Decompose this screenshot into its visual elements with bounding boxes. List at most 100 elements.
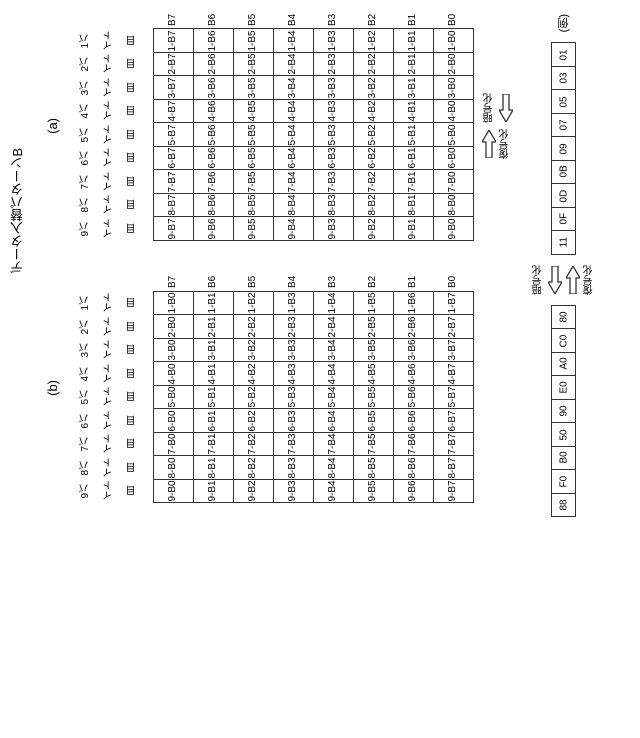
bit-cell: 4-B6 — [193, 99, 233, 123]
col-header: B7 — [153, 273, 193, 291]
row-label: 8バイト目 — [74, 193, 145, 217]
bit-cell: 1-B2 — [233, 291, 273, 315]
bit-cell: 3-B0 — [433, 76, 473, 100]
bit-cell: 3-B2 — [353, 76, 393, 100]
col-header: B0 — [433, 11, 473, 29]
bit-cell: 4-B1 — [393, 99, 433, 123]
bit-cell: 5-B7 — [153, 123, 193, 147]
bit-cell: 2-B5 — [233, 52, 273, 76]
block-a: (a) 1バイト目 2バイト目 3バイト目 4バイト目 5バイト目 6バイト目 … — [45, 8, 513, 243]
example-cell: 01 — [552, 43, 576, 67]
bit-cell: 4-B1 — [193, 362, 233, 386]
example-cell: 0B — [552, 160, 576, 184]
bit-cell: 4-B4 — [273, 99, 313, 123]
bit-cell: 5-B0 — [433, 123, 473, 147]
bit-cell: 3-B7 — [433, 338, 473, 362]
bit-cell: 4-B6 — [393, 362, 433, 386]
bit-cell: 1-B4 — [313, 291, 353, 315]
row-label: 2バイト目 — [74, 315, 145, 339]
bit-cell: 9-B6 — [393, 479, 433, 503]
encrypt-label: 暗号化 — [482, 93, 497, 123]
bit-cell: 3-B7 — [153, 76, 193, 100]
bit-cell: 8-B6 — [393, 456, 433, 480]
bit-cell: 6-B3 — [273, 409, 313, 433]
bit-cell: 8-B2 — [233, 456, 273, 480]
bit-cell: 9-B3 — [313, 217, 353, 241]
bit-cell: 7-B2 — [233, 432, 273, 456]
bit-cell: 4-B0 — [153, 362, 193, 386]
bit-cell: 7-B7 — [433, 432, 473, 456]
row-label: 1バイト目 — [74, 291, 145, 315]
bit-cell: 6-B1 — [193, 409, 233, 433]
bit-cell: 8-B5 — [233, 193, 273, 217]
bit-cell: 8-B5 — [353, 456, 393, 480]
bit-cell: 5-B5 — [353, 385, 393, 409]
bit-cell: 8-B0 — [433, 193, 473, 217]
bit-cell: 4-B0 — [433, 99, 473, 123]
bit-cell: 9-B4 — [273, 217, 313, 241]
bit-cell: 4-B7 — [153, 99, 193, 123]
bit-cell: 6-B2 — [233, 409, 273, 433]
bit-cell: 2-B1 — [393, 52, 433, 76]
example-cell: 0D — [552, 184, 576, 208]
section-label-b: (b) — [45, 380, 60, 396]
bit-cell: 5-B6 — [193, 123, 233, 147]
row-label: 3バイト目 — [74, 338, 145, 362]
bit-cell: 5-B4 — [273, 123, 313, 147]
example-cell: 90 — [552, 399, 576, 423]
bit-cell: 1-B5 — [353, 291, 393, 315]
arrow-down-icon — [548, 266, 562, 294]
example-cell: 80 — [552, 305, 576, 329]
bit-cell: 2-B3 — [313, 52, 353, 76]
bit-cell: 2-B1 — [193, 315, 233, 339]
bit-cell: 5-B6 — [393, 385, 433, 409]
bit-cell: 2-B3 — [273, 315, 313, 339]
col-header: B4 — [273, 273, 313, 291]
bit-cell: 5-B0 — [153, 385, 193, 409]
example-cell: 03 — [552, 66, 576, 90]
bit-cell: 5-B3 — [313, 123, 353, 147]
bit-cell: 2-B0 — [433, 52, 473, 76]
example-cell: F0 — [552, 470, 576, 494]
bit-cell: 1-B7 — [153, 29, 193, 53]
col-header: B3 — [313, 273, 353, 291]
bit-cell: 7-B5 — [233, 170, 273, 194]
bit-cell: 7-B4 — [273, 170, 313, 194]
bit-cell: 5-B7 — [433, 385, 473, 409]
bit-cell: 3-B2 — [233, 338, 273, 362]
encrypt-arrow: 暗号化 — [482, 93, 513, 123]
bit-cell: 5-B1 — [393, 123, 433, 147]
example-cell: 05 — [552, 90, 576, 114]
bit-cell: 9-B3 — [273, 479, 313, 503]
bit-cell: 8-B3 — [273, 456, 313, 480]
row-label: 6バイト目 — [74, 409, 145, 433]
bit-cell: 4-B4 — [313, 362, 353, 386]
col-header: B1 — [393, 273, 433, 291]
bit-cell: 8-B1 — [393, 193, 433, 217]
bit-cell: 1-B2 — [353, 29, 393, 53]
bit-cell: 6-B5 — [233, 146, 273, 170]
bit-cell: 2-B4 — [313, 315, 353, 339]
row-labels-a: 1バイト目 2バイト目 3バイト目 4バイト目 5バイト目 6バイト目 7バイト… — [74, 11, 145, 241]
bit-cell: 8-B2 — [353, 193, 393, 217]
bit-cell: 4-B5 — [233, 99, 273, 123]
row-label: 5バイト目 — [74, 385, 145, 409]
row-label: 3バイト目 — [74, 76, 145, 100]
bit-cell: 1-B1 — [193, 291, 233, 315]
bit-cell: 8-B1 — [193, 456, 233, 480]
bit-cell: 3-B3 — [313, 76, 353, 100]
bit-cell: 5-B1 — [193, 385, 233, 409]
arrow-up-icon — [566, 266, 580, 294]
example-column: (例) 01030507090B0D0F11 暗号化 復号化 80C0A0E09… — [531, 14, 597, 517]
example-cell: 09 — [552, 137, 576, 161]
bit-cell: 1-B0 — [433, 29, 473, 53]
bit-cell: 7-B0 — [153, 432, 193, 456]
bit-cell: 1-B6 — [393, 291, 433, 315]
row-label: 1バイト目 — [74, 29, 145, 53]
row-labels-b: 1バイト目 2バイト目 3バイト目 4バイト目 5バイト目 6バイト目 7バイト… — [74, 273, 145, 503]
bit-cell: 8-B3 — [313, 193, 353, 217]
bit-cell: 4-B2 — [233, 362, 273, 386]
bit-cell: 8-B6 — [193, 193, 233, 217]
col-header: B5 — [233, 273, 273, 291]
bit-cell: 9-B5 — [233, 217, 273, 241]
